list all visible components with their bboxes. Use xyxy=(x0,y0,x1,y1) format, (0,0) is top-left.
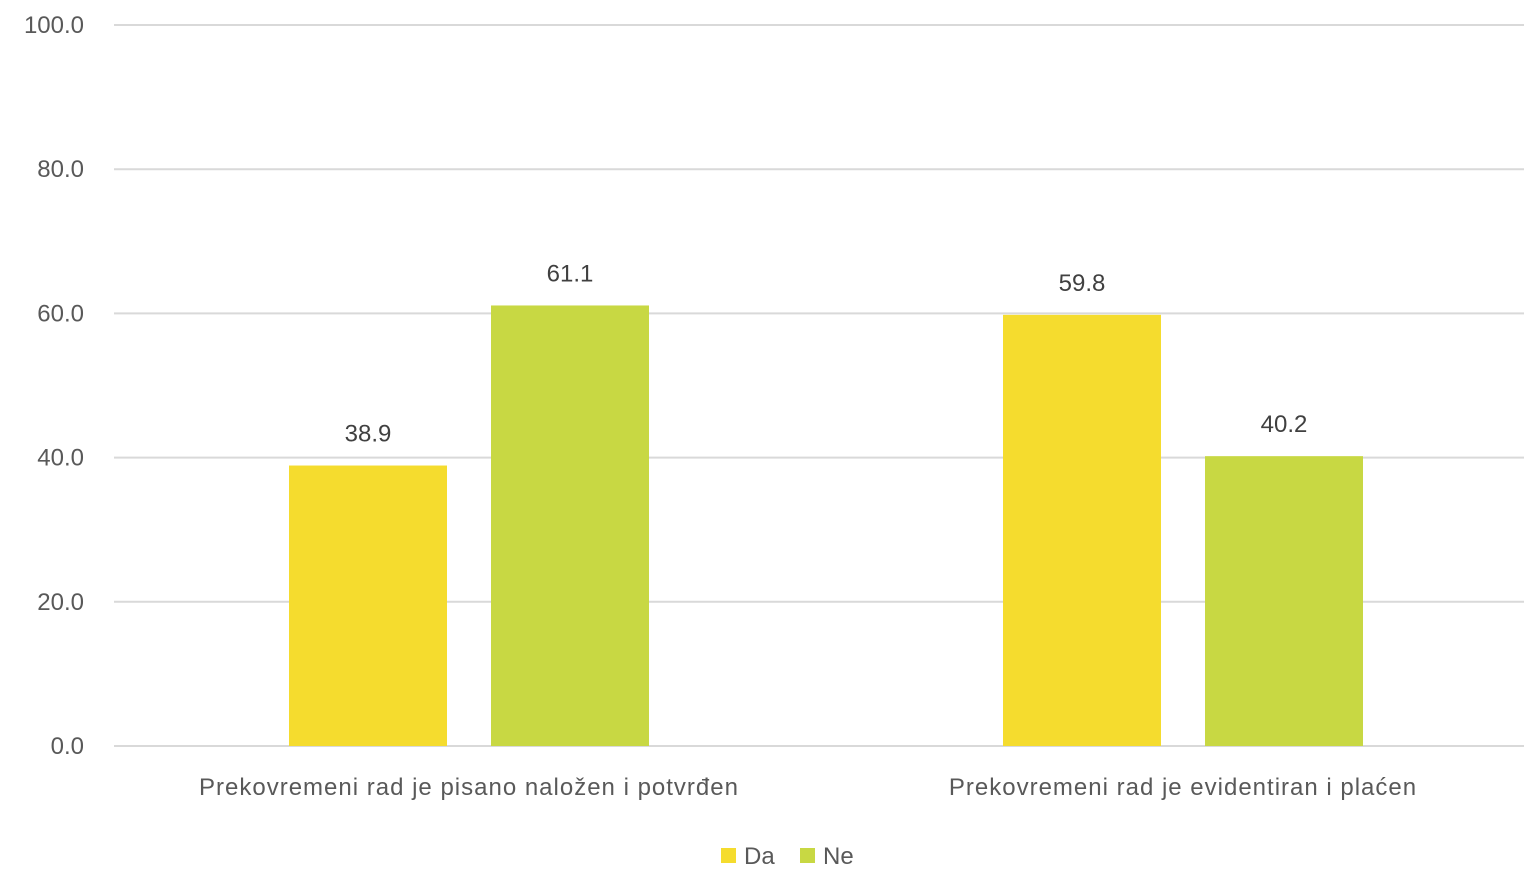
legend-label-da: Da xyxy=(744,843,775,868)
bars xyxy=(289,305,1363,746)
legend-label-ne: Ne xyxy=(823,843,854,868)
bar-da-1 xyxy=(289,465,447,746)
x-category-label: Prekovremeni rad je evidentiran i plaćen xyxy=(949,774,1417,801)
x-axis-categories: Prekovremeni rad je pisano naložen i pot… xyxy=(199,774,1417,801)
y-tick-label: 40.0 xyxy=(37,445,84,472)
legend: Da Ne xyxy=(721,843,854,870)
x-category-label: Prekovremeni rad je pisano naložen i pot… xyxy=(199,774,739,801)
y-tick-label: 100.0 xyxy=(24,12,84,39)
y-tick-label: 20.0 xyxy=(37,589,84,616)
data-label: 61.1 xyxy=(547,260,594,287)
data-label: 59.8 xyxy=(1059,270,1106,297)
y-tick-label: 60.0 xyxy=(37,300,84,327)
legend-swatch-ne xyxy=(800,848,815,863)
data-label: 38.9 xyxy=(345,421,392,448)
y-tick-label: 80.0 xyxy=(37,156,84,183)
data-label: 40.2 xyxy=(1261,411,1308,438)
data-labels: 38.9 59.8 61.1 40.2 xyxy=(345,260,1308,447)
y-tick-label: 0.0 xyxy=(51,733,84,760)
y-axis-ticks: 0.0 20.0 40.0 60.0 80.0 100.0 xyxy=(24,12,84,760)
bar-ne-2 xyxy=(1205,456,1363,746)
legend-swatch-da xyxy=(721,848,736,863)
bar-ne-1 xyxy=(491,305,649,746)
bar-da-2 xyxy=(1003,314,1161,746)
